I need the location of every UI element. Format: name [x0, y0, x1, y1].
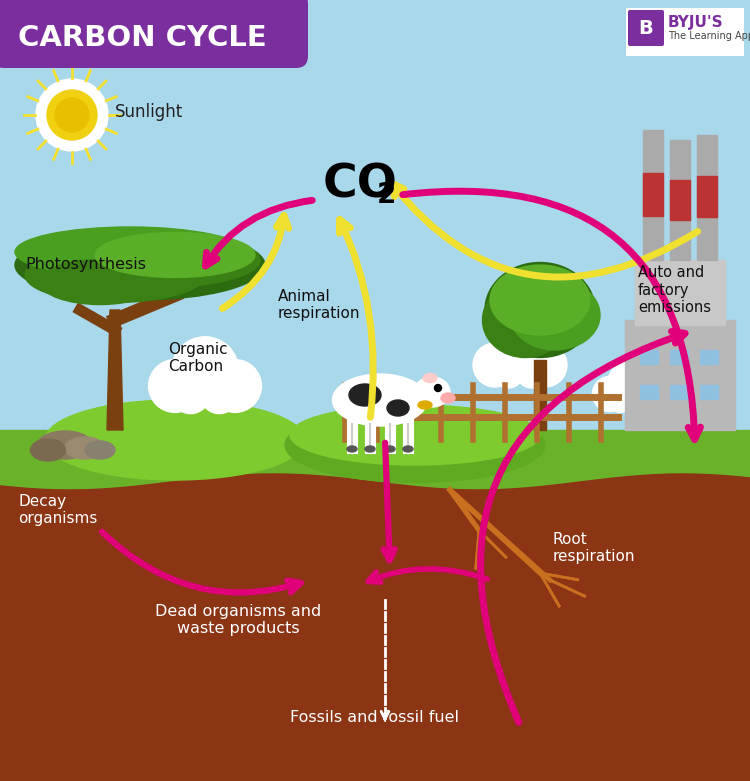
- Circle shape: [492, 324, 548, 380]
- Bar: [0, 490, 750, 700]
- Circle shape: [608, 387, 633, 412]
- Bar: [0, 660, 750, 740]
- Bar: [643, 130, 663, 260]
- Circle shape: [434, 384, 442, 391]
- Ellipse shape: [290, 405, 540, 465]
- Circle shape: [172, 375, 210, 414]
- Circle shape: [632, 376, 668, 412]
- Polygon shape: [107, 310, 123, 430]
- Text: Photosynthesis: Photosynthesis: [25, 258, 146, 273]
- Bar: [625, 320, 735, 430]
- Ellipse shape: [347, 446, 357, 452]
- Circle shape: [55, 98, 89, 132]
- Bar: [670, 350, 688, 364]
- Ellipse shape: [349, 384, 381, 406]
- Circle shape: [47, 90, 97, 140]
- Text: Animal
respiration: Animal respiration: [278, 289, 361, 321]
- Circle shape: [209, 359, 262, 412]
- Ellipse shape: [15, 227, 245, 277]
- Ellipse shape: [45, 400, 305, 480]
- Text: B: B: [638, 19, 653, 37]
- Bar: [670, 140, 690, 260]
- Bar: [626, 8, 744, 56]
- Ellipse shape: [385, 446, 395, 452]
- Ellipse shape: [418, 401, 432, 409]
- Circle shape: [172, 337, 238, 404]
- Ellipse shape: [482, 283, 568, 358]
- Circle shape: [592, 376, 628, 412]
- Circle shape: [473, 343, 517, 387]
- Text: CARBON CYCLE: CARBON CYCLE: [18, 24, 267, 52]
- Ellipse shape: [414, 377, 450, 407]
- Circle shape: [516, 356, 548, 388]
- Text: Auto and
factory
emissions: Auto and factory emissions: [638, 265, 711, 315]
- Text: Organic
Carbon: Organic Carbon: [168, 342, 228, 374]
- FancyBboxPatch shape: [0, 0, 308, 68]
- Text: 2: 2: [377, 181, 396, 209]
- Text: Fossils and fossil fuel: Fossils and fossil fuel: [290, 711, 460, 726]
- Circle shape: [200, 375, 238, 414]
- Ellipse shape: [423, 373, 437, 383]
- Ellipse shape: [65, 437, 105, 459]
- Circle shape: [36, 79, 108, 151]
- Text: Dead organisms and
waste products: Dead organisms and waste products: [154, 604, 321, 637]
- Text: Sunlight: Sunlight: [115, 103, 183, 121]
- Ellipse shape: [332, 374, 427, 426]
- FancyBboxPatch shape: [628, 10, 664, 46]
- Ellipse shape: [31, 439, 65, 461]
- Ellipse shape: [387, 400, 409, 416]
- Circle shape: [523, 343, 567, 387]
- Text: Decay
organisms: Decay organisms: [18, 494, 98, 526]
- Ellipse shape: [40, 259, 160, 305]
- Circle shape: [627, 387, 652, 412]
- Ellipse shape: [485, 262, 595, 358]
- Circle shape: [492, 356, 524, 388]
- Ellipse shape: [365, 446, 375, 452]
- Circle shape: [148, 359, 202, 412]
- Ellipse shape: [490, 265, 590, 335]
- Ellipse shape: [15, 230, 265, 300]
- Polygon shape: [0, 474, 750, 781]
- Circle shape: [608, 361, 652, 406]
- Text: The Learning App: The Learning App: [668, 31, 750, 41]
- Bar: [635, 260, 725, 325]
- Bar: [697, 176, 717, 217]
- Bar: [670, 180, 690, 220]
- Bar: [534, 360, 546, 430]
- Ellipse shape: [95, 233, 255, 277]
- Bar: [640, 350, 658, 364]
- Bar: [640, 385, 658, 399]
- Ellipse shape: [38, 431, 92, 459]
- Bar: [670, 385, 688, 399]
- Text: BYJU'S: BYJU'S: [668, 15, 724, 30]
- Bar: [0, 430, 750, 490]
- Text: CO: CO: [323, 162, 398, 208]
- Bar: [700, 385, 718, 399]
- Ellipse shape: [60, 233, 260, 287]
- Ellipse shape: [285, 408, 545, 483]
- Polygon shape: [0, 688, 750, 781]
- Bar: [700, 350, 718, 364]
- Ellipse shape: [85, 441, 115, 459]
- Ellipse shape: [510, 280, 600, 350]
- Bar: [643, 173, 663, 216]
- Ellipse shape: [25, 248, 205, 302]
- Bar: [697, 135, 717, 260]
- Ellipse shape: [441, 393, 455, 403]
- Text: Root
respiration: Root respiration: [553, 532, 635, 564]
- Ellipse shape: [403, 446, 413, 452]
- Bar: [0, 0, 750, 460]
